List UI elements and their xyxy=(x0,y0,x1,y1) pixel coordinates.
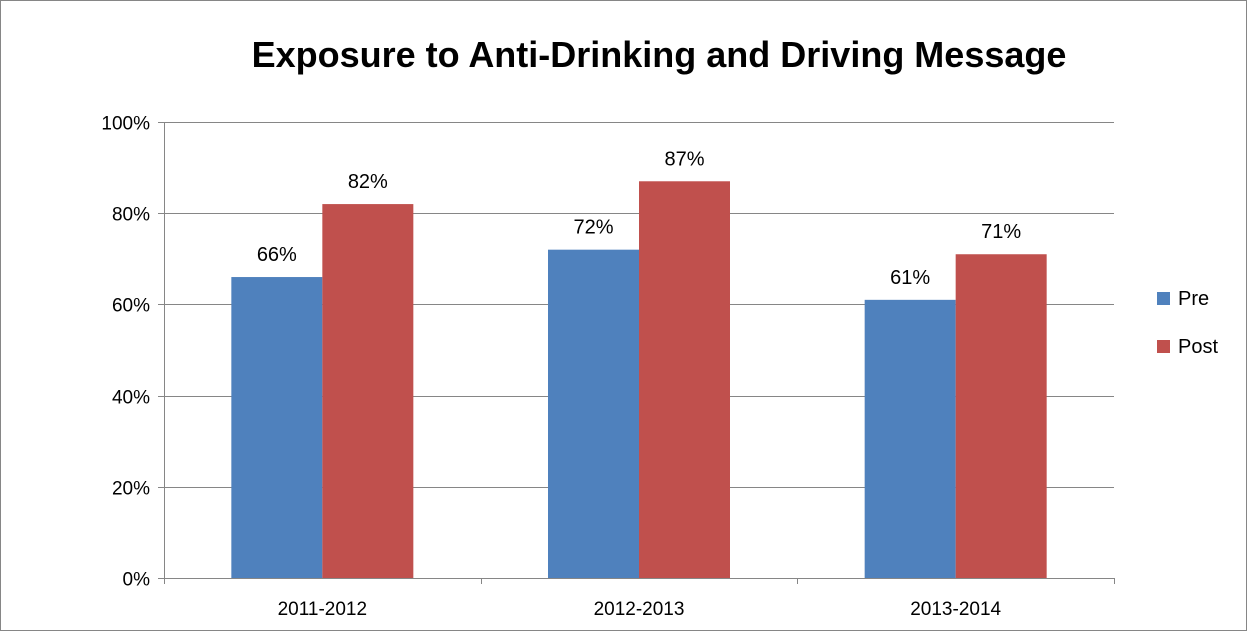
data-labels: 66% 82% 72% 87% 61% 71% xyxy=(257,148,1022,289)
axes: 0% 20% 40% 60% 80% 100% 2011-2012 2012-2013 2013… xyxy=(101,114,1115,620)
legend-label-post: Post xyxy=(1178,336,1218,358)
bar-post-2011-2012 xyxy=(322,204,414,578)
y-tick-label: 60% xyxy=(112,296,150,317)
x-tick-label: 2013-2014 xyxy=(910,599,1001,620)
y-tick-label: 80% xyxy=(112,205,150,226)
chart-title: Exposure to Anti-Drinking and Driving Me… xyxy=(252,34,1067,75)
data-label: 61% xyxy=(890,267,930,289)
legend: Pre Post xyxy=(1157,288,1218,358)
data-label: 66% xyxy=(257,244,297,266)
bars xyxy=(231,181,1047,579)
y-tick-label: 20% xyxy=(112,479,150,500)
data-label: 82% xyxy=(348,171,388,193)
data-label: 71% xyxy=(981,221,1021,243)
y-tick-label: 0% xyxy=(123,570,151,591)
x-tick-label: 2011-2012 xyxy=(278,599,367,620)
bar-pre-2012-2013 xyxy=(548,249,639,578)
legend-label-pre: Pre xyxy=(1178,288,1209,310)
y-tick-label: 40% xyxy=(112,388,150,409)
bar-pre-2011-2012 xyxy=(231,277,323,578)
y-tick-label: 100% xyxy=(101,114,150,135)
data-label: 72% xyxy=(573,217,613,239)
bar-post-2013-2014 xyxy=(955,254,1047,579)
legend-swatch-post xyxy=(1157,340,1170,353)
data-label: 87% xyxy=(664,148,704,170)
legend-swatch-pre xyxy=(1157,292,1170,305)
x-tick-label: 2012-2013 xyxy=(594,599,685,620)
bar-post-2012-2013 xyxy=(639,181,730,578)
bar-pre-2013-2014 xyxy=(864,299,956,578)
